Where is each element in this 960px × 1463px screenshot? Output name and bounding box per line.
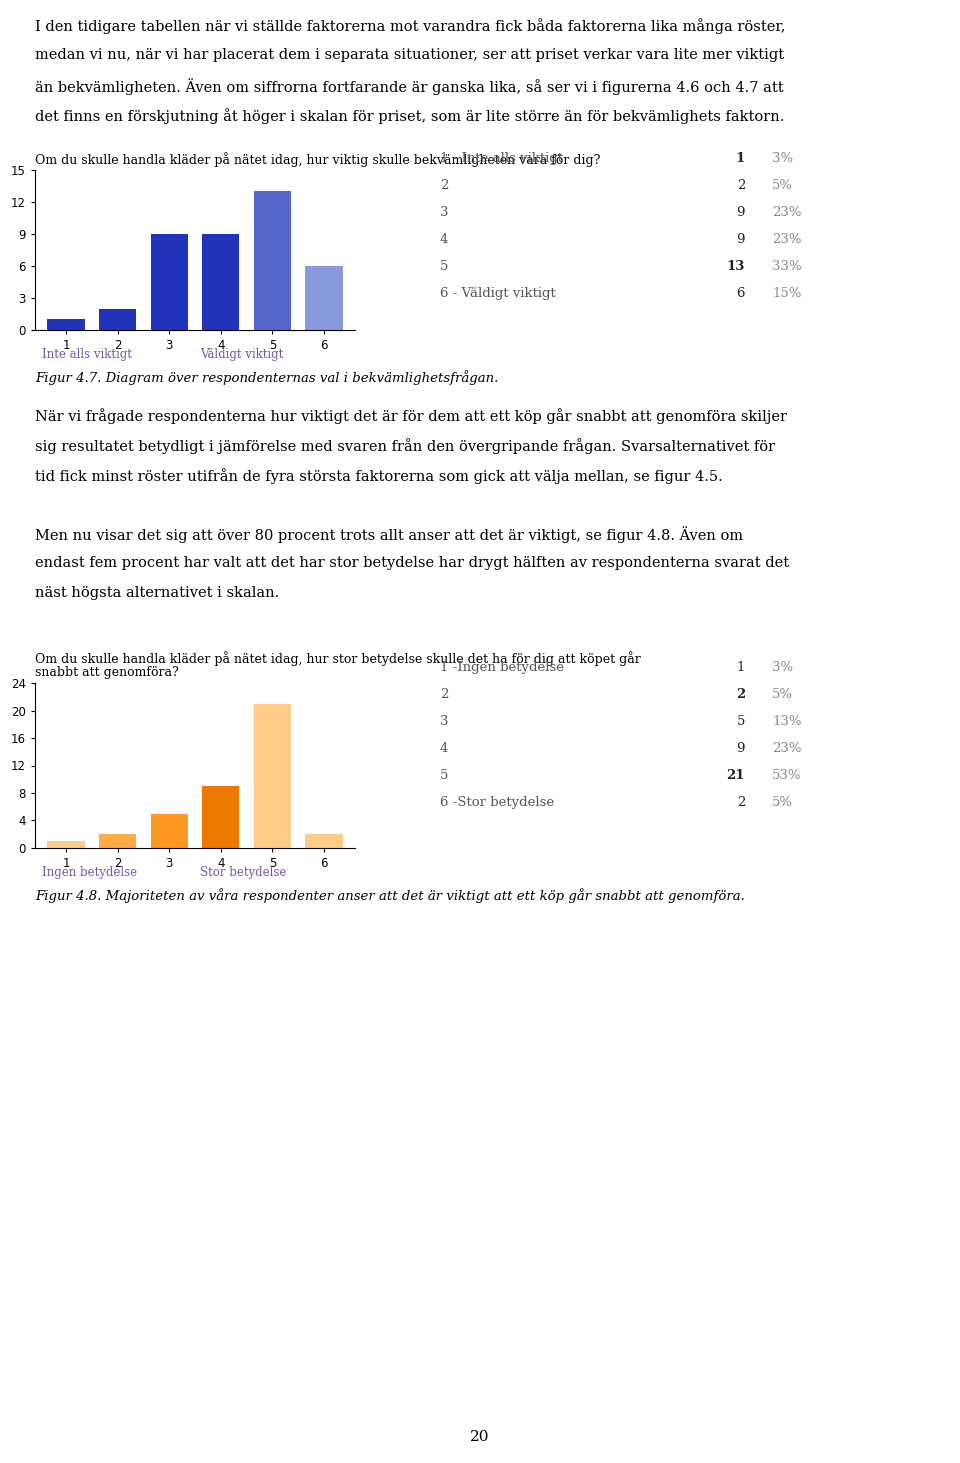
Text: 23%: 23% bbox=[772, 233, 802, 246]
Text: 2: 2 bbox=[440, 688, 448, 701]
Text: medan vi nu, när vi har placerat dem i separata situationer, ser att priset verk: medan vi nu, när vi har placerat dem i s… bbox=[35, 48, 784, 61]
Text: 33%: 33% bbox=[772, 260, 802, 274]
Text: 1: 1 bbox=[736, 661, 745, 674]
Text: I den tidigare tabellen när vi ställde faktorerna mot varandra fick båda faktore: I den tidigare tabellen när vi ställde f… bbox=[35, 18, 785, 34]
Text: endast fem procent har valt att det har stor betydelse har drygt hälften av resp: endast fem procent har valt att det har … bbox=[35, 556, 789, 571]
Text: 2: 2 bbox=[736, 796, 745, 809]
Text: 5: 5 bbox=[440, 260, 448, 274]
Text: 23%: 23% bbox=[772, 742, 802, 755]
Text: 5: 5 bbox=[440, 770, 448, 783]
Text: Figur 4.7. Diagram över respondenternas val i bekvämlighetsfrågan.: Figur 4.7. Diagram över respondenternas … bbox=[35, 370, 498, 385]
Text: 2: 2 bbox=[440, 178, 448, 192]
Bar bbox=[305, 266, 343, 331]
Text: 6 -Stor betydelse: 6 -Stor betydelse bbox=[440, 796, 554, 809]
Text: 4: 4 bbox=[440, 233, 448, 246]
Text: 20: 20 bbox=[470, 1429, 490, 1444]
Text: Inte alls viktigt: Inte alls viktigt bbox=[42, 348, 132, 361]
Text: än bekvämligheten. Även om siffrorna fortfarande är ganska lika, så ser vi i fig: än bekvämligheten. Även om siffrorna for… bbox=[35, 78, 783, 95]
Text: 3%: 3% bbox=[772, 661, 793, 674]
Text: 2: 2 bbox=[736, 178, 745, 192]
Text: 13: 13 bbox=[727, 260, 745, 274]
Text: När vi frågade respondenterna hur viktigt det är för dem att ett köp går snabbt : När vi frågade respondenterna hur viktig… bbox=[35, 408, 787, 424]
Text: 1: 1 bbox=[735, 152, 745, 165]
Text: näst högsta alternativet i skalan.: näst högsta alternativet i skalan. bbox=[35, 587, 279, 600]
Bar bbox=[47, 319, 84, 331]
Text: snabbt att genomföra?: snabbt att genomföra? bbox=[35, 666, 179, 679]
Text: 9: 9 bbox=[736, 233, 745, 246]
Text: 13%: 13% bbox=[772, 715, 802, 729]
Text: 23%: 23% bbox=[772, 206, 802, 219]
Text: Om du skulle handla kläder på nätet idag, hur stor betydelse skulle det ha för d: Om du skulle handla kläder på nätet idag… bbox=[35, 651, 640, 666]
Text: 1 - Inte alls viktigt: 1 - Inte alls viktigt bbox=[440, 152, 563, 165]
Text: 9: 9 bbox=[736, 206, 745, 219]
Bar bbox=[99, 309, 136, 331]
Bar bbox=[151, 234, 188, 331]
Text: 3: 3 bbox=[440, 206, 448, 219]
Text: 2: 2 bbox=[735, 688, 745, 701]
Text: 3%: 3% bbox=[772, 152, 793, 165]
Text: 5: 5 bbox=[736, 715, 745, 729]
Text: 5%: 5% bbox=[772, 796, 793, 809]
Bar bbox=[203, 234, 239, 331]
Text: 3: 3 bbox=[440, 715, 448, 729]
Text: 5%: 5% bbox=[772, 688, 793, 701]
Text: 21: 21 bbox=[727, 770, 745, 783]
Bar bbox=[253, 704, 291, 849]
Text: Men nu visar det sig att över 80 procent trots allt anser att det är viktigt, se: Men nu visar det sig att över 80 procent… bbox=[35, 527, 743, 543]
Text: 15%: 15% bbox=[772, 287, 802, 300]
Text: Om du skulle handla kläder på nätet idag, hur viktig skulle bekvämligheten vara : Om du skulle handla kläder på nätet idag… bbox=[35, 152, 600, 167]
Text: 9: 9 bbox=[736, 742, 745, 755]
Text: Stor betydelse: Stor betydelse bbox=[200, 866, 286, 879]
Bar bbox=[305, 834, 343, 849]
Text: Ingen betydelse: Ingen betydelse bbox=[42, 866, 137, 879]
Text: det finns en förskjutning åt höger i skalan för priset, som är lite större än fö: det finns en förskjutning åt höger i ska… bbox=[35, 108, 784, 124]
Text: 1 -Ingen betydelse: 1 -Ingen betydelse bbox=[440, 661, 564, 674]
Bar bbox=[99, 834, 136, 849]
Bar bbox=[47, 841, 84, 849]
Text: tid fick minst röster utifrån de fyra största faktorerna som gick att välja mell: tid fick minst röster utifrån de fyra st… bbox=[35, 468, 723, 484]
Text: Väldigt viktigt: Väldigt viktigt bbox=[200, 348, 283, 361]
Text: 6: 6 bbox=[736, 287, 745, 300]
Bar bbox=[203, 786, 239, 849]
Text: sig resultatet betydligt i jämförelse med svaren från den övergripande frågan. S: sig resultatet betydligt i jämförelse me… bbox=[35, 437, 775, 454]
Bar bbox=[253, 192, 291, 331]
Text: 4: 4 bbox=[440, 742, 448, 755]
Text: 53%: 53% bbox=[772, 770, 802, 783]
Text: 5%: 5% bbox=[772, 178, 793, 192]
Bar bbox=[151, 813, 188, 849]
Text: 6 - Väldigt viktigt: 6 - Väldigt viktigt bbox=[440, 287, 556, 300]
Text: Figur 4.8. Majoriteten av våra respondenter anser att det är viktigt att ett köp: Figur 4.8. Majoriteten av våra responden… bbox=[35, 888, 745, 903]
